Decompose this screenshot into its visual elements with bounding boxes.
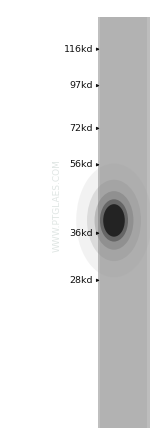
Ellipse shape bbox=[103, 204, 125, 237]
Ellipse shape bbox=[100, 199, 128, 241]
Text: 116kd: 116kd bbox=[63, 45, 93, 54]
Bar bbox=[0, 0, 98, 428]
Bar bbox=[98, 0, 150, 17]
Text: 56kd: 56kd bbox=[69, 160, 93, 169]
Text: 72kd: 72kd bbox=[69, 124, 93, 133]
Ellipse shape bbox=[76, 163, 150, 277]
Text: 97kd: 97kd bbox=[69, 81, 93, 90]
Text: 28kd: 28kd bbox=[69, 276, 93, 285]
Bar bbox=[98, 17, 100, 428]
Ellipse shape bbox=[94, 191, 134, 250]
Text: 36kd: 36kd bbox=[69, 229, 93, 238]
Bar bbox=[147, 17, 150, 428]
Text: WWW.PTGLAES.COM: WWW.PTGLAES.COM bbox=[52, 159, 62, 252]
Bar bbox=[98, 17, 150, 428]
Ellipse shape bbox=[87, 180, 141, 261]
